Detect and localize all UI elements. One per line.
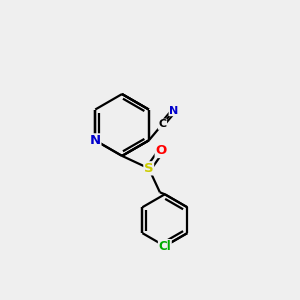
Text: C: C [158, 119, 166, 129]
Text: N: N [90, 134, 101, 147]
Text: S: S [144, 162, 154, 175]
Text: N: N [169, 106, 178, 116]
Text: Cl: Cl [158, 240, 171, 253]
Text: O: O [155, 145, 166, 158]
